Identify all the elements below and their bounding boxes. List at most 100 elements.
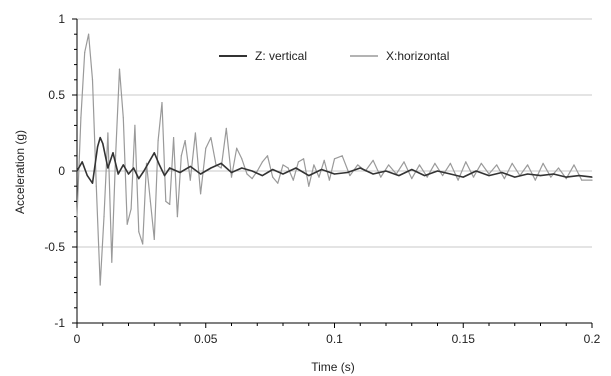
data-point: [457, 179, 459, 181]
data-point: [99, 136, 101, 139]
data-point: [180, 155, 182, 157]
y-tick-label: 1: [58, 12, 65, 26]
data-point: [194, 132, 197, 134]
data-point: [165, 200, 167, 202]
data-point: [95, 185, 97, 187]
data-point: [138, 231, 140, 233]
data-point: [261, 161, 263, 163]
data-point: [591, 179, 593, 181]
y-tick-label: 0.5: [48, 88, 65, 102]
data-point: [220, 162, 222, 164]
data-point: [534, 179, 536, 181]
data-point: [308, 185, 310, 187]
data-point: [230, 171, 233, 174]
y-tick-label: -0.5: [44, 240, 65, 254]
data-point: [189, 165, 191, 168]
data-point: [480, 162, 482, 164]
data-point: [411, 168, 413, 171]
data-point: [169, 203, 171, 206]
data-point: [372, 159, 374, 161]
data-point: [398, 174, 400, 177]
data-point: [282, 164, 284, 166]
data-point: [103, 216, 105, 218]
data-point: [107, 167, 109, 169]
data-point: [282, 173, 284, 175]
data-point: [87, 33, 90, 35]
data-point: [256, 170, 258, 172]
series-lines: [76, 33, 593, 286]
data-point: [333, 173, 336, 175]
data-point: [143, 170, 145, 172]
data-point: [169, 167, 171, 169]
data-point: [578, 174, 580, 177]
data-point: [295, 167, 297, 169]
data-point: [511, 162, 513, 164]
data-point: [418, 164, 421, 166]
data-point: [148, 161, 150, 163]
y-axis-ticks: 1 0.5 0 -0.5 -1: [44, 12, 77, 330]
data-point: [573, 164, 575, 166]
data-point: [403, 161, 405, 163]
data-point: [472, 176, 475, 178]
data-point: [318, 176, 320, 178]
data-point: [442, 174, 444, 177]
data-point: [449, 162, 451, 164]
data-point: [225, 127, 227, 130]
data-point: [539, 174, 542, 177]
data-point: [527, 173, 529, 175]
legend: Z: vertical X:horizontal: [219, 49, 449, 63]
data-point: [272, 176, 274, 178]
data-point: [488, 173, 490, 175]
x-tick-label: 0.15: [452, 332, 476, 346]
x-tick-label: 0.2: [584, 332, 601, 346]
data-point: [91, 79, 94, 81]
data-point: [115, 155, 117, 157]
data-point: [179, 171, 181, 174]
data-point: [134, 124, 136, 126]
data-point: [514, 176, 516, 178]
data-point: [210, 167, 212, 169]
data-point: [163, 174, 166, 177]
x-tick-label: 0.1: [326, 332, 343, 346]
data-point: [91, 182, 94, 184]
data-point: [200, 173, 202, 175]
data-point: [251, 178, 253, 180]
data-point: [210, 136, 212, 139]
data-point: [236, 147, 238, 149]
data-point: [565, 178, 567, 180]
data-point: [341, 155, 343, 157]
data-point: [102, 143, 104, 145]
data-point: [122, 117, 124, 119]
series-1: [76, 33, 593, 286]
data-point: [475, 170, 477, 172]
data-point: [424, 174, 426, 177]
data-point: [80, 117, 82, 119]
data-point: [357, 164, 359, 166]
y-axis-title: Acceleration (g): [13, 130, 27, 214]
data-point: [184, 140, 186, 142]
data-point: [387, 164, 390, 166]
data-point: [277, 182, 279, 184]
data-point: [149, 200, 151, 202]
data-point: [542, 162, 544, 164]
data-point: [496, 164, 498, 166]
data-point: [153, 152, 155, 154]
data-point: [411, 178, 413, 180]
data-point: [205, 147, 207, 149]
data-point: [220, 167, 222, 169]
grid-lines: [77, 18, 592, 248]
x-axis-title: Time (s): [311, 360, 355, 374]
data-point: [157, 140, 159, 142]
data-point: [261, 174, 263, 177]
data-point: [97, 146, 99, 148]
data-point: [112, 152, 114, 154]
data-point: [349, 174, 351, 177]
data-point: [323, 159, 325, 161]
data-point: [86, 174, 88, 177]
data-point: [127, 173, 130, 175]
data-point: [200, 193, 202, 195]
data-point: [434, 162, 436, 164]
data-point: [436, 170, 439, 172]
data-point: [313, 164, 315, 166]
